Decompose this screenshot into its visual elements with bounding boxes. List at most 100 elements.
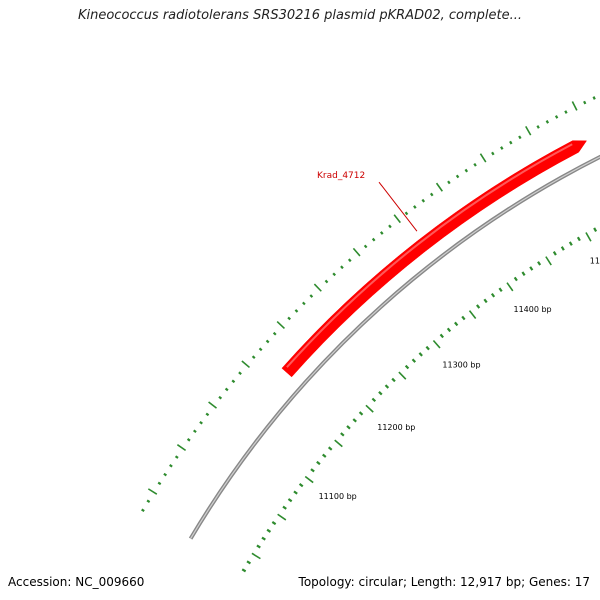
inner-tick bbox=[277, 513, 287, 521]
inner-tick bbox=[322, 453, 327, 458]
inner-tick bbox=[552, 251, 557, 256]
outer-tick bbox=[500, 146, 504, 150]
outer-tick bbox=[379, 231, 384, 235]
tick-label: 11400 bp bbox=[513, 305, 551, 314]
inner-tick bbox=[246, 560, 252, 565]
outer-tick bbox=[231, 379, 236, 384]
inner-tick bbox=[391, 377, 396, 383]
outer-tick bbox=[435, 182, 443, 192]
inner-tick bbox=[454, 321, 459, 327]
outer-tick bbox=[429, 192, 434, 197]
outer-tick bbox=[404, 211, 409, 216]
outer-tick bbox=[340, 265, 344, 270]
tick-label: 11200 bp bbox=[377, 423, 415, 432]
inner-tick bbox=[398, 371, 407, 380]
inner-tick bbox=[585, 232, 592, 242]
inner-tick bbox=[365, 404, 374, 413]
outer-tick bbox=[147, 488, 158, 495]
outer-tick bbox=[238, 371, 242, 376]
inner-tick bbox=[529, 266, 534, 271]
topology-summary: Topology: circular; Length: 12,917 bp; G… bbox=[298, 575, 590, 589]
outer-tick bbox=[141, 508, 145, 512]
outer-tick bbox=[294, 309, 299, 313]
inner-tick bbox=[271, 521, 277, 526]
inner-tick bbox=[256, 544, 261, 549]
gene-highlight bbox=[286, 143, 573, 368]
outer-tick bbox=[525, 126, 532, 136]
outer-tick bbox=[309, 294, 314, 298]
inner-tick bbox=[287, 498, 293, 503]
inner-tick bbox=[498, 287, 503, 293]
inner-tick bbox=[358, 411, 364, 416]
inner-tick bbox=[310, 468, 315, 473]
outer-tick-dots bbox=[141, 96, 596, 512]
outer-tick bbox=[554, 115, 559, 119]
tick-label: 11100 bp bbox=[319, 492, 357, 501]
outer-tick bbox=[509, 140, 513, 145]
outer-tick bbox=[174, 455, 179, 459]
backbone-highlight bbox=[190, 156, 600, 539]
inner-tick bbox=[490, 292, 496, 298]
inner-tick bbox=[327, 446, 333, 451]
outer-tick bbox=[464, 168, 469, 173]
outer-tick bbox=[224, 387, 229, 392]
outer-tick bbox=[371, 237, 376, 242]
outer-tick bbox=[146, 499, 151, 503]
outer-tick bbox=[193, 429, 197, 434]
accession-label: Accession: NC_009660 bbox=[8, 575, 145, 589]
outer-tick bbox=[479, 153, 487, 163]
inner-tick bbox=[537, 261, 542, 266]
inner-tick bbox=[568, 241, 573, 246]
inner-tick-marks bbox=[241, 227, 598, 573]
inner-tick bbox=[418, 352, 423, 357]
inner-tick bbox=[432, 339, 441, 349]
outer-tick bbox=[592, 96, 596, 100]
outer-tick bbox=[455, 174, 460, 179]
inner-tick bbox=[340, 432, 345, 437]
gene-label-leader bbox=[378, 181, 418, 232]
inner-tick bbox=[425, 345, 430, 351]
outer-tick bbox=[347, 258, 352, 263]
outer-tick bbox=[313, 283, 322, 292]
inner-tick bbox=[304, 475, 314, 484]
outer-tick bbox=[199, 420, 203, 425]
outer-tick bbox=[205, 412, 210, 417]
outer-tick bbox=[491, 151, 495, 156]
inner-tick bbox=[316, 460, 321, 466]
inner-tick bbox=[439, 333, 444, 339]
outer-tick bbox=[393, 214, 401, 224]
inner-tick bbox=[461, 315, 466, 321]
outer-tick bbox=[363, 244, 368, 249]
gene-features: Krad_4712Krad_4713 bbox=[281, 140, 587, 378]
inner-tick bbox=[378, 390, 383, 396]
inner-tick bbox=[261, 536, 266, 541]
outer-tick bbox=[272, 331, 277, 336]
outer-tick bbox=[473, 162, 477, 167]
outer-tick bbox=[536, 125, 540, 129]
outer-tick bbox=[176, 444, 187, 452]
outer-tick bbox=[518, 135, 522, 140]
inner-tick bbox=[545, 256, 552, 266]
outer-tick bbox=[571, 101, 578, 111]
inner-tick bbox=[446, 327, 452, 333]
outer-tick bbox=[265, 339, 270, 344]
outer-tick bbox=[413, 205, 417, 209]
outer-tick bbox=[388, 224, 392, 229]
inner-tick bbox=[593, 227, 598, 232]
outer-tick bbox=[447, 180, 451, 185]
outer-tick bbox=[324, 279, 329, 284]
gene-arrow[interactable] bbox=[281, 140, 587, 378]
inner-tick bbox=[371, 397, 377, 403]
inner-tick bbox=[468, 310, 477, 320]
outer-tick bbox=[352, 247, 361, 257]
outer-tick bbox=[218, 395, 223, 400]
inner-tick bbox=[334, 439, 343, 448]
inner-tick bbox=[576, 236, 581, 242]
gene-label: Krad_4712 bbox=[317, 171, 365, 181]
outer-tick bbox=[332, 272, 337, 277]
inner-tick bbox=[560, 246, 565, 251]
inner-tick bbox=[521, 271, 526, 276]
inner-tick bbox=[251, 552, 261, 560]
outer-tick bbox=[157, 481, 162, 486]
